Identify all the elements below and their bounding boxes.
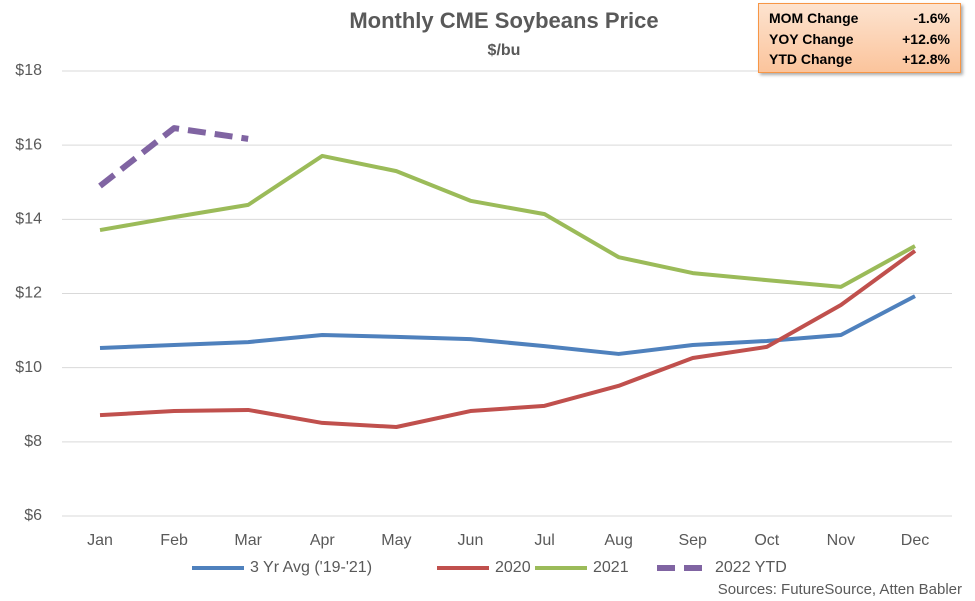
- x-tick-label: Sep: [678, 532, 707, 549]
- x-tick-label: Mar: [234, 532, 262, 549]
- summary-value: +12.8%: [902, 51, 950, 67]
- x-tick-label: Jan: [87, 532, 113, 549]
- x-tick-label: Oct: [754, 532, 779, 549]
- chart-title: Monthly CME Soybeans Price: [349, 8, 658, 33]
- series-line: [99, 153, 916, 289]
- x-tick-label: Jul: [534, 532, 554, 549]
- legend-label: 2021: [593, 559, 629, 576]
- y-tick-label: $14: [15, 211, 42, 228]
- y-tick-label: $6: [24, 507, 42, 524]
- x-tick-label: Nov: [827, 532, 855, 549]
- summary-box: MOM Change -1.6% YOY Change +12.6% YTD Chang…: [758, 3, 961, 73]
- x-tick-label: Dec: [901, 532, 929, 549]
- summary-row: YOY Change +12.6%: [769, 29, 950, 50]
- x-tick-label: Feb: [160, 532, 188, 549]
- legend-label: 2022 YTD: [715, 559, 787, 576]
- summary-value: -1.6%: [913, 10, 950, 26]
- y-tick-label: $16: [15, 136, 42, 153]
- x-tick-label: Aug: [604, 532, 632, 549]
- summary-row: MOM Change -1.6%: [769, 8, 950, 29]
- x-tick-label: Apr: [310, 532, 336, 549]
- y-tick-label: $12: [15, 285, 42, 302]
- series-line: [99, 249, 917, 429]
- chart-subtitle: $/bu: [488, 42, 521, 59]
- x-tick-label: Jun: [458, 532, 484, 549]
- legend-label: 3 Yr Avg ('19-'21): [250, 559, 372, 576]
- summary-row: YTD Change +12.8%: [769, 49, 950, 70]
- y-tick-label: $8: [24, 433, 42, 450]
- legend-label: 2020: [495, 559, 531, 576]
- summary-label: MOM Change: [769, 10, 859, 26]
- summary-label: YTD Change: [769, 51, 853, 67]
- y-tick-label: $10: [15, 359, 42, 376]
- series-line: [98, 125, 249, 189]
- x-tick-label: May: [381, 532, 411, 549]
- y-tick-label: $18: [15, 62, 42, 79]
- source-note: Sources: FutureSource, Atten Babler: [718, 581, 962, 598]
- summary-value: +12.6%: [902, 30, 950, 47]
- summary-label: YOY Change: [769, 30, 854, 47]
- series-line: [99, 294, 916, 356]
